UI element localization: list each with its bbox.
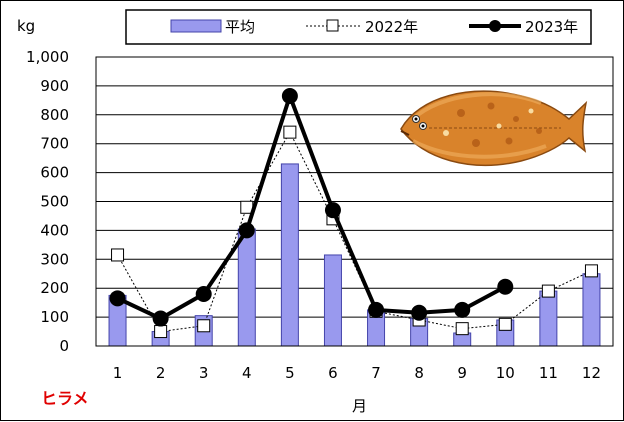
point-2023-3 [195,285,212,302]
x-tick-label: 12 [582,364,601,382]
legend-marker-2023 [489,20,501,32]
point-2022-10 [498,317,512,331]
x-tick-label: 7 [371,364,381,382]
x-tick-label: 8 [414,364,424,382]
bar-average-5 [280,163,299,347]
y-tick-label: 300 [40,250,69,268]
bar-average-6 [323,254,342,347]
y-tick-label: 400 [40,221,69,239]
bar-average-11 [539,290,558,347]
y-tick-label: 200 [40,279,69,297]
y-tick-label: 1,000 [26,48,69,66]
y-tick-label: 800 [40,106,69,124]
point-2022-11 [541,284,555,298]
point-2023-7 [368,301,385,318]
y-axis-label: kg [17,17,35,35]
x-tick-label: 9 [457,364,467,382]
point-2022-2 [154,325,168,339]
legend-marker-2022 [326,19,339,32]
y-tick-label: 500 [40,193,69,211]
point-2023-2 [152,310,169,327]
point-2022-3 [197,319,211,333]
y-tick-label: 600 [40,164,69,182]
legend: 平均 2022年 2023年 [125,9,592,45]
point-2023-8 [411,304,428,321]
flounder-fish-icon [400,90,588,167]
line-2023 [116,94,507,321]
x-tick-label: 10 [496,364,515,382]
point-2023-5 [281,88,298,105]
point-2023-9 [454,301,471,318]
line-2022 [117,131,592,333]
x-axis-label: 月 [352,397,367,415]
y-tick-labels: 0 100 200 300 400 500 600 700 800 900 1,000 [26,48,69,355]
x-tick-label: 2 [156,364,166,382]
x-tick-label: 11 [539,364,558,382]
y-tick-label: 700 [40,135,69,153]
point-2022-1 [111,248,125,262]
point-2023-4 [238,222,255,239]
point-2022-12 [584,264,598,278]
x-tick-label: 1 [113,364,123,382]
x-tick-label: 5 [285,364,295,382]
x-tick-label: 6 [328,364,338,382]
y-tick-label: 0 [59,337,69,355]
point-2023-1 [109,290,126,307]
point-2023-6 [324,202,341,219]
x-tick-labels: 1 2 3 4 5 6 7 8 9 10 11 12 [113,364,601,382]
legend-label-2022: 2022年 [365,18,418,36]
point-2023-10 [497,278,514,295]
bars-average [108,163,601,347]
point-2022-5 [283,125,297,139]
legend-label-average: 平均 [225,18,255,36]
point-2022-9 [455,322,469,336]
plot-area-border [95,56,614,347]
legend-label-2023: 2023年 [525,18,578,36]
bar-average-12 [582,273,601,347]
y-tick-label: 100 [40,308,69,326]
species-label: ヒラメ [41,389,89,408]
bar-average-4 [237,228,256,347]
x-tick-label: 4 [242,364,252,382]
x-tick-label: 3 [199,364,209,382]
legend-swatch-average [170,19,222,33]
series-2023 [109,88,514,327]
y-tick-label: 900 [40,77,69,95]
